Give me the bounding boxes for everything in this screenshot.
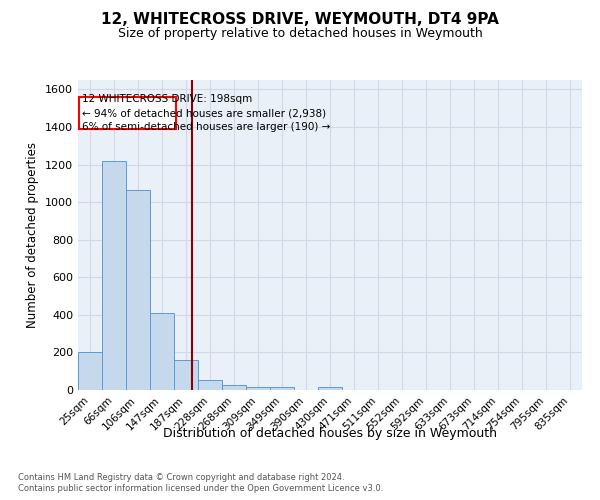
Bar [246, 387, 270, 390]
Bar [222, 386, 246, 390]
Text: Contains public sector information licensed under the Open Government Licence v3: Contains public sector information licen… [18, 484, 383, 493]
Bar [174, 360, 198, 390]
Bar [102, 161, 126, 390]
Text: Contains HM Land Registry data © Crown copyright and database right 2024.: Contains HM Land Registry data © Crown c… [18, 472, 344, 482]
Bar [150, 313, 174, 390]
Text: Size of property relative to detached houses in Weymouth: Size of property relative to detached ho… [118, 28, 482, 40]
Text: Distribution of detached houses by size in Weymouth: Distribution of detached houses by size … [163, 428, 497, 440]
Bar [270, 387, 294, 390]
Y-axis label: Number of detached properties: Number of detached properties [26, 142, 40, 328]
Bar [78, 352, 102, 390]
Bar [318, 387, 342, 390]
Bar [198, 380, 222, 390]
Text: 12, WHITECROSS DRIVE, WEYMOUTH, DT4 9PA: 12, WHITECROSS DRIVE, WEYMOUTH, DT4 9PA [101, 12, 499, 28]
Text: 12 WHITECROSS DRIVE: 198sqm
← 94% of detached houses are smaller (2,938)
6% of s: 12 WHITECROSS DRIVE: 198sqm ← 94% of det… [82, 94, 331, 132]
Bar [126, 190, 150, 390]
FancyBboxPatch shape [79, 97, 176, 129]
